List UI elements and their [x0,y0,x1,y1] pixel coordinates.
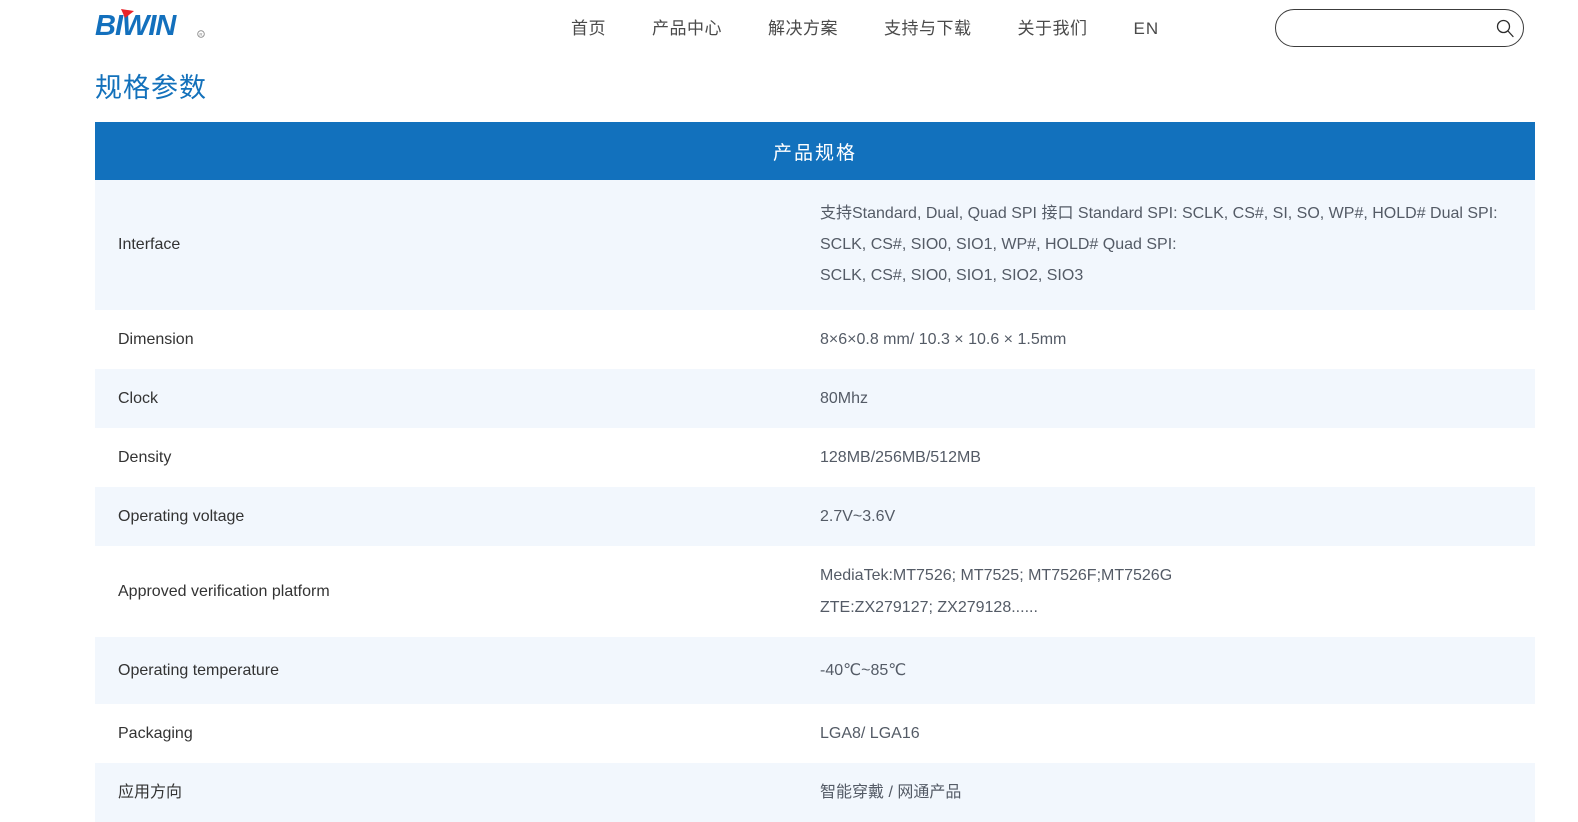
biwin-logo[interactable]: BIWIN R [95,9,235,43]
svg-text:BIWIN: BIWIN [95,10,177,42]
spec-value: -40℃~85℃ [820,661,907,679]
spec-label: Clock [118,389,159,407]
search-input[interactable] [1276,10,1489,46]
spec-value: 8×6×0.8 mm/ 10.3 × 10.6 × 1.5mm [820,330,1067,348]
spec-value-line: ZTE:ZX279127; ZX279128...... [820,598,1038,616]
registered-trademark-icon [197,30,205,38]
table-row: Interface 支持Standard, Dual, Quad SPI 接口 … [95,180,1535,310]
spec-label: Approved verification platform [118,582,330,600]
nav-item-about[interactable]: 关于我们 [1017,19,1088,38]
table-row: Packaging LGA8/ LGA16 [95,703,1535,764]
spec-label: Operating temperature [118,661,279,679]
spec-label: Operating voltage [118,508,245,526]
search-icon[interactable] [1489,10,1521,46]
page-title: 规格参数 [95,73,207,103]
search-box[interactable] [1275,9,1524,47]
table-row: 应用方向 智能穿戴 / 网通产品 [95,763,1535,822]
spec-value-line: 支持Standard, Dual, Quad SPI 接口 Standard S… [820,205,1498,254]
nav-item-products[interactable]: 产品中心 [652,19,722,38]
nav-item-home[interactable]: 首页 [571,19,606,38]
main-navigation: 首页 产品中心 解决方案 支持与下载 关于我们 EN [548,0,1182,57]
table-row: Operating voltage 2.7V~3.6V [95,487,1535,547]
table-row: Operating temperature -40℃~85℃ [95,636,1535,704]
spec-value-line: SCLK, CS#, SIO0, SIO1, SIO2, SIO3 [820,267,1084,285]
spec-value: 智能穿戴 / 网通产品 [820,784,962,802]
table-row: Dimension 8×6×0.8 mm/ 10.3 × 10.6 × 1.5m… [95,309,1535,369]
spec-value-line: MediaTek:MT7526; MT7525; MT7526F;MT7526G [820,567,1173,585]
spec-value: 80Mhz [820,389,869,407]
spec-value: 2.7V~3.6V [820,508,896,526]
svg-text:R: R [199,32,202,37]
spec-label: Interface [118,236,181,254]
table-header-title: 产品规格 [95,122,1535,180]
spec-value: 支持Standard, Dual, Quad SPI 接口 Standard S… [815,180,1535,310]
nav-item-language[interactable]: EN [1133,19,1160,38]
table-row: Approved verification platform MediaTek:… [95,546,1535,637]
table-header-row: 产品规格 [95,122,1535,180]
table-row: Density 128MB/256MB/512MB [95,427,1535,488]
nav-item-solutions[interactable]: 解决方案 [768,19,838,38]
spec-label: Packaging [118,724,193,742]
spec-label: Density [118,448,172,466]
site-header: BIWIN R 首页 产品中心 解决方案 支持与下载 关于我们 EN [0,0,1578,57]
table-row: Clock 80Mhz [95,368,1535,428]
product-specification-table: 产品规格 Interface 支持Standard, Dual, Quad SP… [95,122,1535,822]
spec-value: 128MB/256MB/512MB [820,448,981,466]
spec-value: MediaTek:MT7526; MT7525; MT7526F;MT7526G… [815,546,1535,636]
spec-label: 应用方向 [118,784,183,802]
logo-flag-icon [121,9,134,18]
nav-item-support[interactable]: 支持与下载 [884,19,972,38]
table-head: 产品规格 [95,122,1535,180]
spec-value: LGA8/ LGA16 [820,724,920,742]
table-body: Interface 支持Standard, Dual, Quad SPI 接口 … [95,180,1535,822]
spec-label: Dimension [118,330,194,348]
